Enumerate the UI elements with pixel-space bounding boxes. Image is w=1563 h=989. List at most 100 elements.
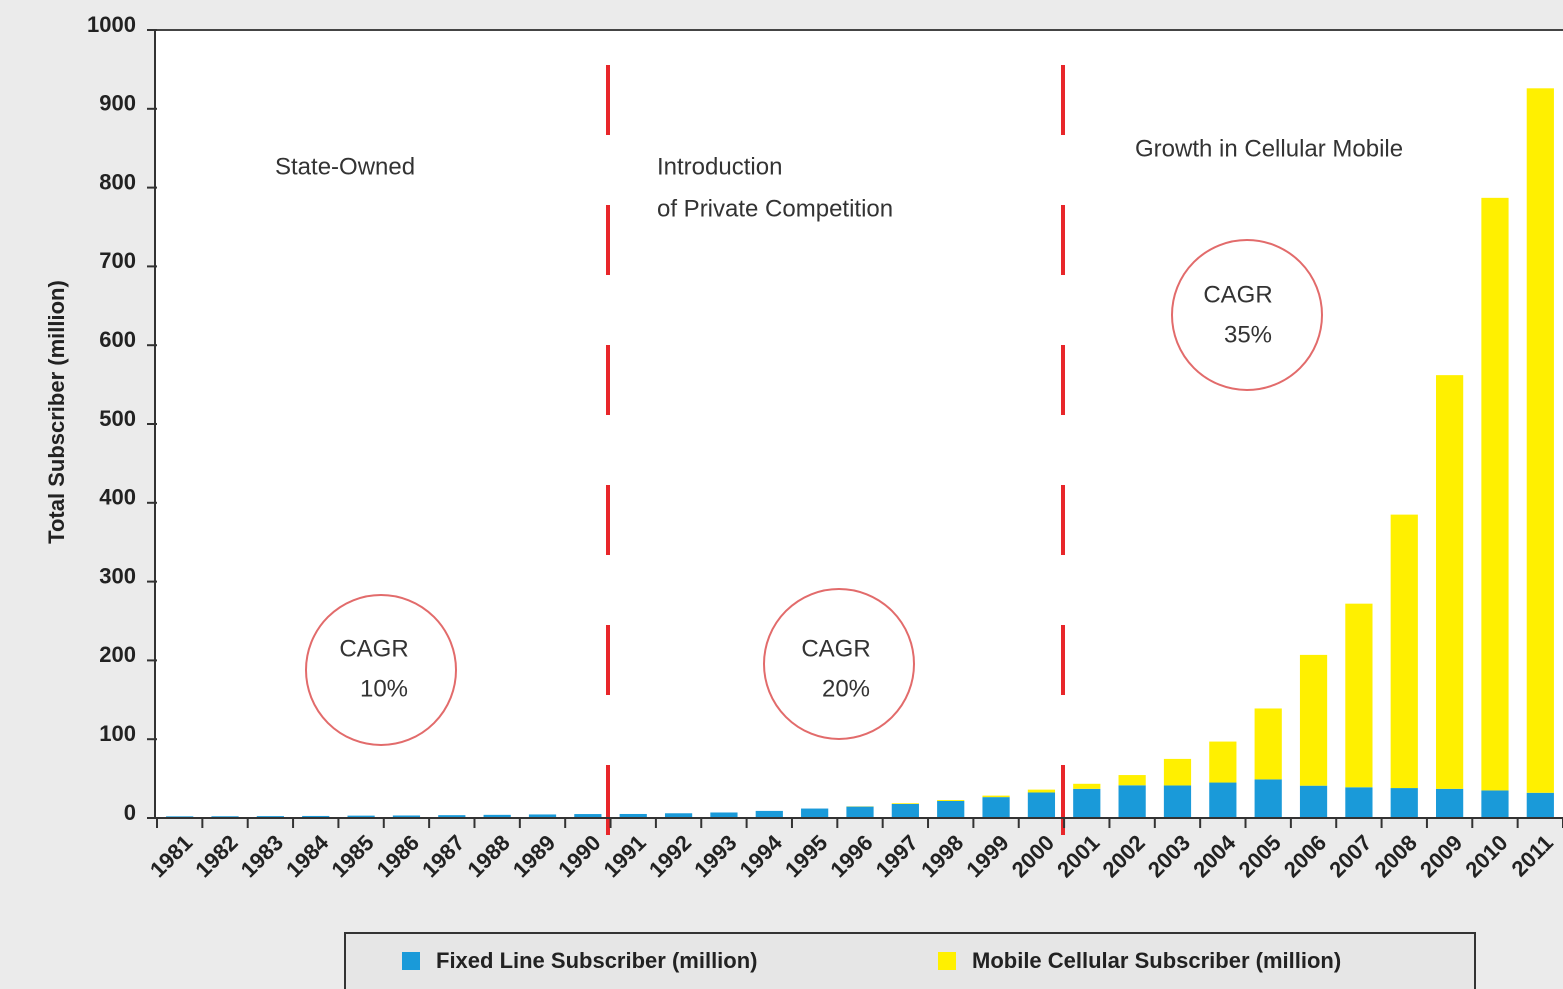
bar-segment: [1526, 88, 1554, 793]
x-tick-label: 2002: [1097, 830, 1149, 882]
legend-label: Fixed Line Subscriber (million): [436, 948, 758, 973]
cagr-circle: [305, 594, 457, 746]
x-tick-label: 2006: [1279, 830, 1331, 882]
x-tick-label: 1984: [281, 829, 334, 882]
x-tick-label: 2010: [1460, 830, 1512, 882]
legend-swatch: [938, 952, 956, 970]
y-tick-label: 700: [99, 248, 136, 273]
bar-segment: [1027, 789, 1056, 793]
x-tick-label: 1982: [190, 830, 242, 882]
cagr-circle: [1171, 239, 1323, 391]
annotation: CAGR: [1203, 281, 1272, 308]
bar-segment: [846, 806, 874, 818]
y-tick-label: 500: [99, 406, 136, 431]
bar-segment: [755, 810, 783, 818]
bar-segment: [392, 815, 421, 818]
bar-segment: [1118, 785, 1146, 818]
x-tick-label: 1993: [689, 830, 741, 882]
y-tick-label: 400: [99, 485, 136, 510]
x-tick-label: 1994: [735, 829, 788, 882]
y-axis-label: Total Subscriber (million): [44, 280, 69, 544]
y-tick-label: 300: [99, 563, 136, 588]
x-tick-label: 1996: [825, 830, 877, 882]
bar-segment: [1481, 790, 1509, 818]
bar-segment: [1526, 792, 1554, 818]
x-tick-label: 1995: [780, 830, 832, 882]
x-tick-label: 2004: [1188, 829, 1241, 882]
x-tick-label: 1997: [871, 830, 923, 882]
bar-segment: [1209, 782, 1237, 818]
annotation: CAGR: [801, 635, 870, 662]
bar-segment: [891, 803, 919, 818]
bar-segment: [891, 803, 919, 804]
x-tick-label: 1988: [463, 830, 515, 882]
bar-segment: [438, 815, 466, 818]
bar-segment: [347, 815, 375, 818]
x-tick-label: 2007: [1324, 830, 1376, 882]
x-tick-label: 1987: [417, 830, 469, 882]
cagr-circle: [763, 588, 915, 740]
bar-segment: [1436, 375, 1464, 789]
bar-segment: [937, 800, 965, 801]
marks: [166, 88, 1554, 818]
bar-segment: [710, 812, 738, 818]
bar-segment: [1073, 788, 1101, 818]
bar-segment: [664, 813, 693, 818]
annotation: 35%: [1224, 321, 1272, 348]
y-tick-label: 600: [99, 327, 136, 352]
bar-segment: [1163, 758, 1192, 786]
annotation: CAGR: [339, 635, 408, 662]
annotation: of Private Competition: [657, 195, 893, 222]
x-tick-label: 1985: [326, 830, 378, 882]
bar-segment: [982, 795, 1010, 798]
bar-segment: [619, 813, 647, 818]
y-tick-label: 1000: [87, 12, 136, 37]
bar-segment: [1345, 787, 1373, 818]
bar-segment: [1345, 603, 1373, 788]
x-tick-label: 1992: [644, 830, 696, 882]
bar-segment: [483, 814, 511, 818]
bar-segment: [982, 797, 1010, 818]
x-tick-label: 2000: [1007, 830, 1059, 882]
bar-segment: [1209, 741, 1237, 783]
x-tick-label: 1981: [145, 830, 197, 882]
legend-label: Mobile Cellular Subscriber (million): [972, 948, 1341, 973]
bar-segment: [937, 800, 965, 818]
x-tick-label: 1999: [961, 830, 1013, 882]
x-tick-label: 1990: [553, 830, 605, 882]
bar-segment: [1118, 775, 1146, 786]
y-tick-label: 0: [124, 800, 136, 825]
bar-segment: [801, 808, 829, 818]
bar-segment: [1073, 783, 1101, 789]
y-tick-label: 800: [99, 169, 136, 194]
bar-segment: [1027, 792, 1056, 818]
x-tick-label: 1998: [916, 830, 968, 882]
x-tick-label: 1991: [599, 830, 651, 882]
bar-segment: [1254, 779, 1282, 818]
x-tick-label: 2011: [1507, 830, 1558, 881]
y-tick-label: 900: [99, 91, 136, 116]
x-tick-label: 2008: [1370, 830, 1422, 882]
bar-segment: [1390, 514, 1418, 789]
annotation: 20%: [822, 675, 870, 702]
x-tick-label: 1983: [236, 830, 288, 882]
bar-segment: [1481, 197, 1509, 791]
bar-segment: [302, 815, 330, 818]
x-tick-label: 2001: [1052, 830, 1104, 882]
bar-segment: [1436, 788, 1464, 818]
annotation: Growth in Cellular Mobile: [1135, 135, 1403, 162]
annotation: State-Owned: [275, 153, 415, 180]
x-tick-label: 2003: [1143, 830, 1195, 882]
bar-segment: [1254, 708, 1282, 780]
annotation: Introduction: [657, 153, 782, 180]
legend-box: [344, 932, 1476, 989]
bar-segment: [528, 814, 557, 818]
bar-segment: [1163, 785, 1192, 818]
annotation: 10%: [360, 675, 408, 702]
x-tick-label: 1986: [372, 830, 424, 882]
bar-segment: [1299, 654, 1328, 786]
y-tick-label: 200: [99, 642, 136, 667]
y-tick-label: 100: [99, 721, 136, 746]
plot-area: [155, 30, 1563, 818]
